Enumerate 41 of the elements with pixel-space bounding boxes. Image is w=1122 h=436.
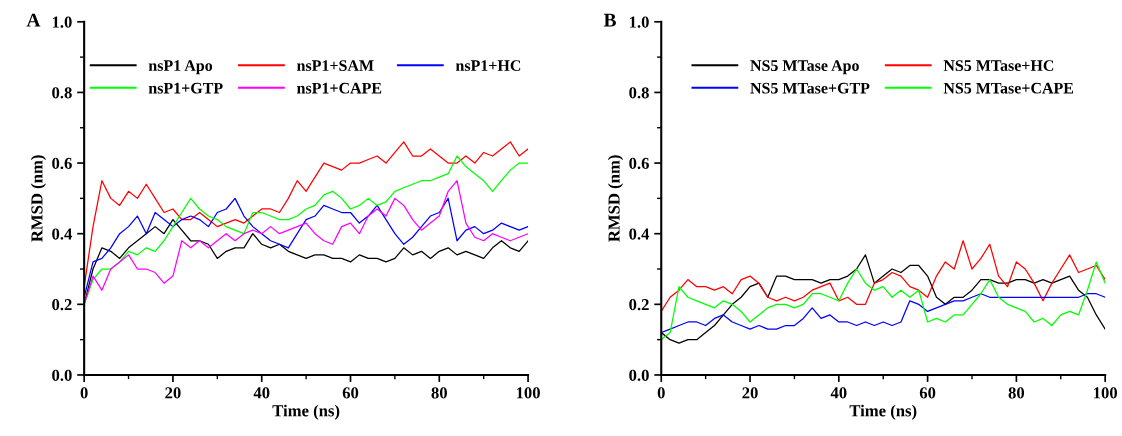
y-axis-title: RMSD (nm)	[607, 155, 624, 242]
y-tick-label: 0.8	[52, 87, 72, 99]
y-tick-label: 0.8	[629, 87, 649, 99]
legend-label: nsP1+HC	[455, 60, 521, 71]
x-tick-label: 100	[1094, 387, 1118, 399]
y-tick-label: 0.0	[629, 369, 649, 381]
y-tick-label: 0.4	[52, 228, 73, 240]
legend-label: nsP1+GTP	[148, 82, 223, 94]
x-tick-label: 80	[431, 387, 447, 399]
x-axis-title: Time (ns)	[272, 404, 340, 420]
x-tick-label: 60	[919, 387, 936, 399]
legend-label: nsP1+SAM	[297, 60, 374, 71]
legend-label: nsP1 Apo	[148, 60, 213, 75]
legend-label: nsP1+CAPE	[297, 82, 382, 94]
y-tick-label: 1.0	[629, 16, 649, 28]
x-axis-title: Time (ns)	[849, 404, 917, 420]
line-series	[661, 240, 1106, 313]
y-tick-label: 0.6	[52, 157, 72, 170]
x-tick-label: 60	[342, 387, 359, 399]
x-tick-label: 40	[830, 387, 847, 399]
x-tick-label: 20	[742, 387, 758, 399]
legend-label: NS5 MTase+HC	[943, 60, 1054, 71]
y-tick-label: 0.2	[52, 299, 72, 311]
y-tick-label: 1.0	[52, 16, 72, 28]
y-axis-title: RMSD (nm)	[30, 155, 46, 242]
y-tick-label: 0.4	[629, 228, 650, 240]
legend-label: NS5 MTase+CAPE	[943, 82, 1074, 94]
y-tick-label: 0.6	[629, 157, 649, 170]
y-tick-label: 0.0	[52, 369, 72, 381]
text: B	[603, 13, 616, 27]
text: A	[26, 13, 41, 27]
legend-label: NS5 MTase Apo	[750, 60, 859, 75]
x-tick-label: 40	[253, 387, 270, 399]
x-tick-label: 0	[80, 387, 88, 399]
x-tick-label: 100	[516, 387, 540, 399]
x-tick-label: 20	[165, 387, 181, 399]
legend-label: NS5 MTase+GTP	[750, 82, 870, 94]
line-series	[661, 293, 1106, 334]
y-tick-label: 0.2	[629, 299, 649, 311]
x-tick-label: 0	[657, 387, 665, 399]
x-tick-label: 80	[1008, 387, 1025, 399]
